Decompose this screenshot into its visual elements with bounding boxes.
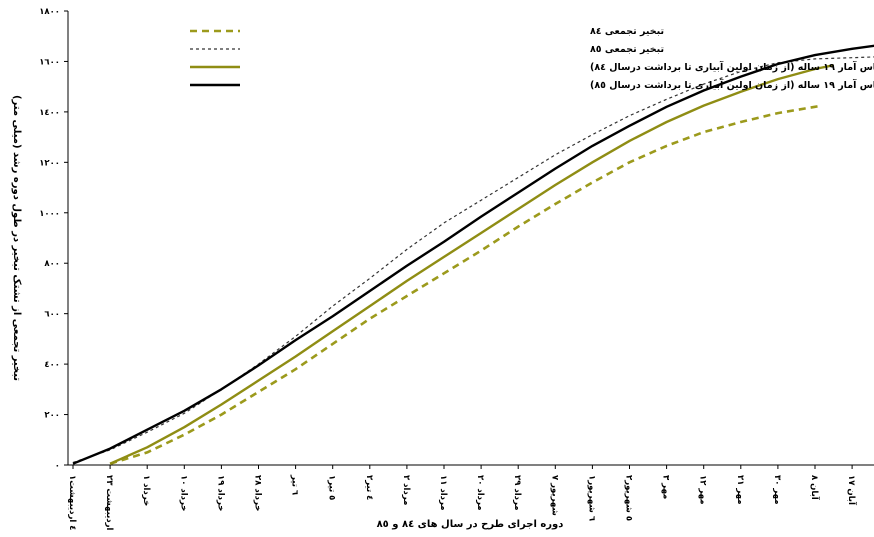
y-tick-label: ۸۰۰ <box>44 259 60 269</box>
y-tick-label: ٦۰۰ <box>44 310 60 320</box>
x-tick-label: ۳ مهر <box>661 475 671 499</box>
series-line-2 <box>72 56 874 464</box>
x-tick-label: ۱۱ مرداد <box>438 475 448 511</box>
x-tick-label: ۱ خرداد <box>141 475 151 506</box>
x-tick-label: ۲۱ مهر <box>735 475 745 505</box>
y-axis-title: تبخیر تجمعی از تشتک تبخیر در طول دوره رش… <box>11 95 22 381</box>
x-tick-label: ۸ آبان <box>809 475 821 501</box>
x-tick-label: ۱۲ مهر <box>698 475 708 505</box>
x-tick-label: ۱٦ شهریور <box>586 475 596 521</box>
y-tick-label: ۱٦۰۰ <box>39 57 60 67</box>
series-group <box>72 44 874 465</box>
x-tick-label: ۲۹ مرداد <box>512 475 522 511</box>
axes <box>67 11 874 466</box>
legend: تبخیر تجمعی ۸٤ تبخیر تجمعی ۸٥ تبخیر تجمعی … <box>190 26 874 91</box>
y-tick-label: ۲۰۰ <box>44 411 60 421</box>
x-ticks: ۱٤ اردیبهشت ۲۳ اردیبهشت ۱ خرداد ۱۰ خرداد ۱۹ … <box>67 465 858 531</box>
x-tick-label: ۱۹ خرداد <box>215 475 225 511</box>
x-axis-title: دوره اجرای طرح در سال های ۸٤ و ۸٥ <box>377 519 564 530</box>
x-tick-label: ۱۰ خرداد <box>178 475 188 511</box>
x-tick-label: ۲۸ خرداد <box>253 475 263 511</box>
legend-label-1: تبخیر تجمعی ۸٤ <box>590 26 664 37</box>
y-tick-label: ۰ <box>55 461 60 471</box>
y-tick-label: ۱۲۰۰ <box>39 158 60 168</box>
x-tick-label: ۳۰ مهر <box>772 475 782 505</box>
x-tick-label: ۱٤ اردیبهشت <box>67 475 77 530</box>
series-line-1 <box>109 104 823 465</box>
y-tick-label: ٤۰۰ <box>44 360 60 370</box>
x-tick-label: ۲۰ مرداد <box>475 475 485 511</box>
y-tick-label: ۱۸۰۰ <box>39 7 60 17</box>
x-tick-label: ۲۳ اردیبهشت <box>104 475 114 531</box>
x-tick-label: ۷ شهریور <box>549 475 559 516</box>
x-tick-label: ۲٥ شهریور <box>624 475 634 521</box>
y-tick-label: ۱۰۰۰ <box>39 209 60 219</box>
legend-label-4: تبخیر تجمعی بر اساس آمار ۱۹ ساله (از زما… <box>590 78 874 91</box>
legend-label-3: تبخیر تجمعی بر اساس آمار ۱۹ ساله (از زما… <box>590 60 874 73</box>
x-tick-label: ۲٤ تیر <box>364 475 374 500</box>
y-ticks: ۰ ۲۰۰ ٤۰۰ ٦۰۰ ۸۰۰ ۱۰۰۰ ۱۲۰۰ ۱٤۰۰ ۱٦۰۰ ۱۸۰۰ <box>39 7 68 471</box>
legend-label-2: تبخیر تجمعی ۸٥ <box>590 44 664 55</box>
series-line-3 <box>109 64 834 465</box>
series-line-4 <box>72 44 874 465</box>
x-tick-label: ۲ مرداد <box>401 475 411 505</box>
x-tick-label: ۱۷ آبان <box>846 475 858 506</box>
x-tick-label: ٦ تیر <box>290 474 300 495</box>
y-tick-label: ۱٤۰۰ <box>39 108 60 118</box>
x-tick-label: ۱٥ تیر <box>327 475 337 500</box>
